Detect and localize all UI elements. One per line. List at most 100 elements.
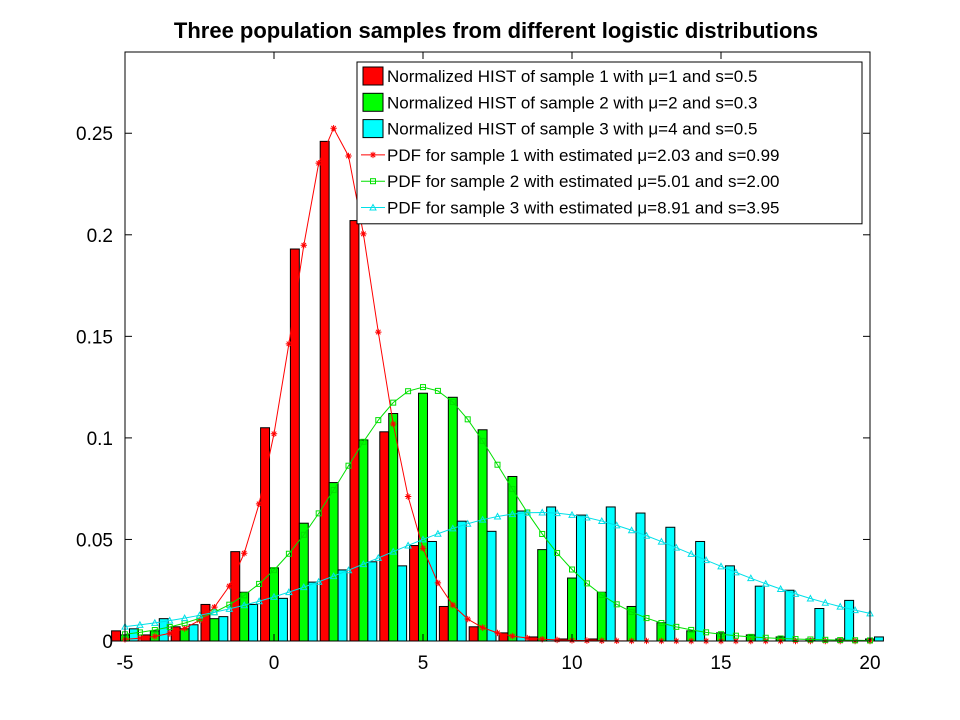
pdf-marker-3 <box>597 517 606 525</box>
pdf-marker-3 <box>314 577 323 585</box>
legend-box <box>356 61 863 225</box>
bar-series3 <box>426 540 437 642</box>
legend-label: Normalized HIST of sample 1 with μ=1 and… <box>387 67 757 86</box>
pdf-marker-3 <box>851 606 859 614</box>
pdf-marker-1 <box>345 152 352 160</box>
pdf-marker-1 <box>360 230 367 238</box>
pdf-marker-3 <box>717 562 725 570</box>
pdf-marker-2 <box>509 486 516 493</box>
pdf-marker-2 <box>479 437 486 444</box>
bar-series2 <box>209 618 220 642</box>
pdf-marker-3 <box>463 519 472 527</box>
pdf-marker-1 <box>151 633 158 640</box>
pdf-marker-3 <box>240 601 249 609</box>
legend-label: PDF for sample 1 with estimated μ=2.03 a… <box>387 146 780 165</box>
bar-series2 <box>418 392 428 642</box>
pdf-marker-3 <box>657 537 666 545</box>
pdf-marker-2 <box>420 384 426 391</box>
pdf-marker-3 <box>255 597 263 605</box>
pdf-marker-1 <box>241 550 248 557</box>
pdf-marker-3 <box>180 614 189 622</box>
pdf-marker-2 <box>315 510 322 517</box>
pdf-marker-3 <box>374 553 383 561</box>
pdf-marker-3 <box>150 618 159 626</box>
pdf-marker-1 <box>211 603 218 611</box>
pdf-marker-3 <box>434 529 442 537</box>
pdf-marker-1 <box>404 493 412 500</box>
pdf-marker-2 <box>271 567 277 574</box>
bar-series3 <box>307 581 318 642</box>
y-tick-label: 0.15 <box>76 327 113 348</box>
pdf-marker-2 <box>837 637 844 644</box>
plot-frame <box>124 51 871 642</box>
bar-series3 <box>277 597 288 642</box>
bar-series2 <box>507 475 518 642</box>
pdf-marker-1 <box>375 328 382 336</box>
pdf-line-2 <box>124 386 871 641</box>
pdf-marker-2 <box>703 629 710 636</box>
bar-series3 <box>724 565 735 642</box>
pdf-marker-3 <box>299 583 308 591</box>
bar-series3 <box>844 599 855 642</box>
pdf-marker-2 <box>613 601 620 608</box>
pdf-marker-2 <box>598 591 605 598</box>
x-tick-label: -5 <box>117 653 134 674</box>
bar-series3 <box>456 520 467 642</box>
x-tick-label: 15 <box>710 653 731 674</box>
x-tick-label: 0 <box>269 653 280 674</box>
pdf-marker-3 <box>285 588 293 596</box>
bar-series2 <box>269 567 279 642</box>
pdf-marker-1 <box>494 629 501 637</box>
y-tick-label: 0.2 <box>87 226 113 247</box>
bar-series2 <box>537 549 548 642</box>
pdf-marker-3 <box>448 524 457 532</box>
bar-series2 <box>358 439 369 642</box>
pdf-marker-1 <box>300 242 307 249</box>
pdf-marker-3 <box>344 566 353 574</box>
pdf-marker-2 <box>390 399 397 406</box>
bar-series2 <box>239 591 250 642</box>
pdf-marker-2 <box>807 636 814 643</box>
pdf-marker-2 <box>464 416 471 423</box>
pdf-marker-2 <box>852 637 859 644</box>
pdf-marker-2 <box>226 601 233 608</box>
pdf-marker-2 <box>151 627 158 634</box>
bar-series3 <box>486 530 497 642</box>
legend: Normalized HIST of sample 1 with μ=1 and… <box>356 61 863 225</box>
bar-series1 <box>468 626 479 642</box>
pdf-marker-1 <box>285 340 293 348</box>
pdf-marker-3 <box>419 535 427 543</box>
pdf-marker-3 <box>404 541 412 549</box>
legend-label: PDF for sample 2 with estimated μ=5.01 a… <box>387 172 780 191</box>
bar-series2 <box>388 413 399 642</box>
bar-series1 <box>349 220 360 642</box>
pdf-marker-2 <box>822 636 829 643</box>
pdf-marker-3 <box>806 594 815 602</box>
pdf-marker-2 <box>732 632 739 639</box>
pdf-marker-2 <box>643 615 650 622</box>
pdf-marker-3 <box>821 598 830 606</box>
pdf-marker-2 <box>300 531 307 538</box>
bar-series2 <box>477 429 488 642</box>
pdf-marker-2 <box>583 580 590 587</box>
pdf-marker-2 <box>375 417 382 424</box>
bar-series2 <box>298 522 309 642</box>
pdf-marker-3 <box>210 608 219 616</box>
bar-series2 <box>596 591 607 642</box>
pdf-marker-3 <box>642 531 651 539</box>
legend-label: PDF for sample 3 with estimated μ=8.91 a… <box>387 199 780 218</box>
pdf-marker-3 <box>538 508 547 516</box>
pdf-marker-2 <box>569 566 575 573</box>
bar-series1 <box>200 603 211 642</box>
pdf-marker-1 <box>196 617 203 624</box>
pdf-marker-2 <box>747 633 754 640</box>
pdf-marker-3 <box>270 592 278 600</box>
pdf-marker-3 <box>583 513 591 521</box>
pdf-marker-2 <box>554 550 561 557</box>
pdf-marker-2 <box>360 438 367 445</box>
pdf-marker-2 <box>494 461 501 468</box>
y-tick-label: 0 <box>102 632 113 653</box>
bar-series1 <box>289 248 300 642</box>
pdf-marker-3 <box>568 510 576 518</box>
pdf-marker-1 <box>449 601 456 609</box>
